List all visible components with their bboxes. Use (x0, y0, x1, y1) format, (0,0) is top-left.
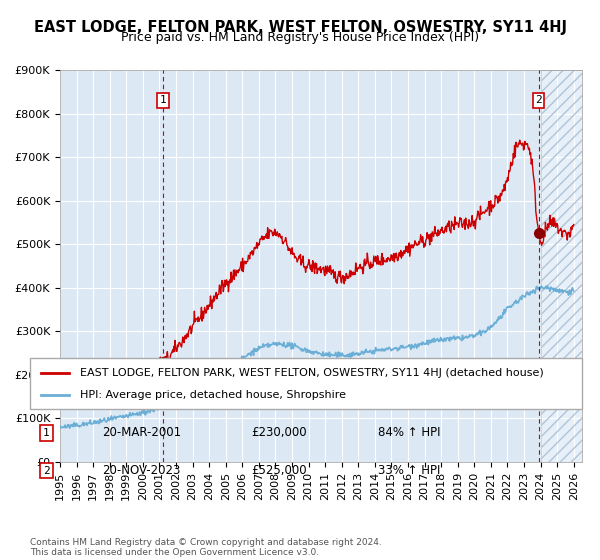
Text: 33% ↑ HPI: 33% ↑ HPI (378, 464, 440, 477)
Text: 1: 1 (43, 428, 50, 438)
Text: EAST LODGE, FELTON PARK, WEST FELTON, OSWESTRY, SY11 4HJ (detached house): EAST LODGE, FELTON PARK, WEST FELTON, OS… (80, 367, 544, 377)
Text: 2: 2 (535, 96, 542, 105)
Text: 2: 2 (43, 466, 50, 475)
Text: Price paid vs. HM Land Registry's House Price Index (HPI): Price paid vs. HM Land Registry's House … (121, 31, 479, 44)
Text: 1: 1 (160, 96, 166, 105)
Text: £230,000: £230,000 (251, 426, 307, 440)
Text: Contains HM Land Registry data © Crown copyright and database right 2024.
This d: Contains HM Land Registry data © Crown c… (30, 538, 382, 557)
Text: 20-MAR-2001: 20-MAR-2001 (102, 426, 181, 440)
Text: HPI: Average price, detached house, Shropshire: HPI: Average price, detached house, Shro… (80, 390, 346, 400)
Text: EAST LODGE, FELTON PARK, WEST FELTON, OSWESTRY, SY11 4HJ: EAST LODGE, FELTON PARK, WEST FELTON, OS… (34, 20, 566, 35)
Text: £525,000: £525,000 (251, 464, 307, 477)
FancyBboxPatch shape (30, 358, 582, 409)
Text: 20-NOV-2023: 20-NOV-2023 (102, 464, 180, 477)
Text: 84% ↑ HPI: 84% ↑ HPI (378, 426, 440, 440)
